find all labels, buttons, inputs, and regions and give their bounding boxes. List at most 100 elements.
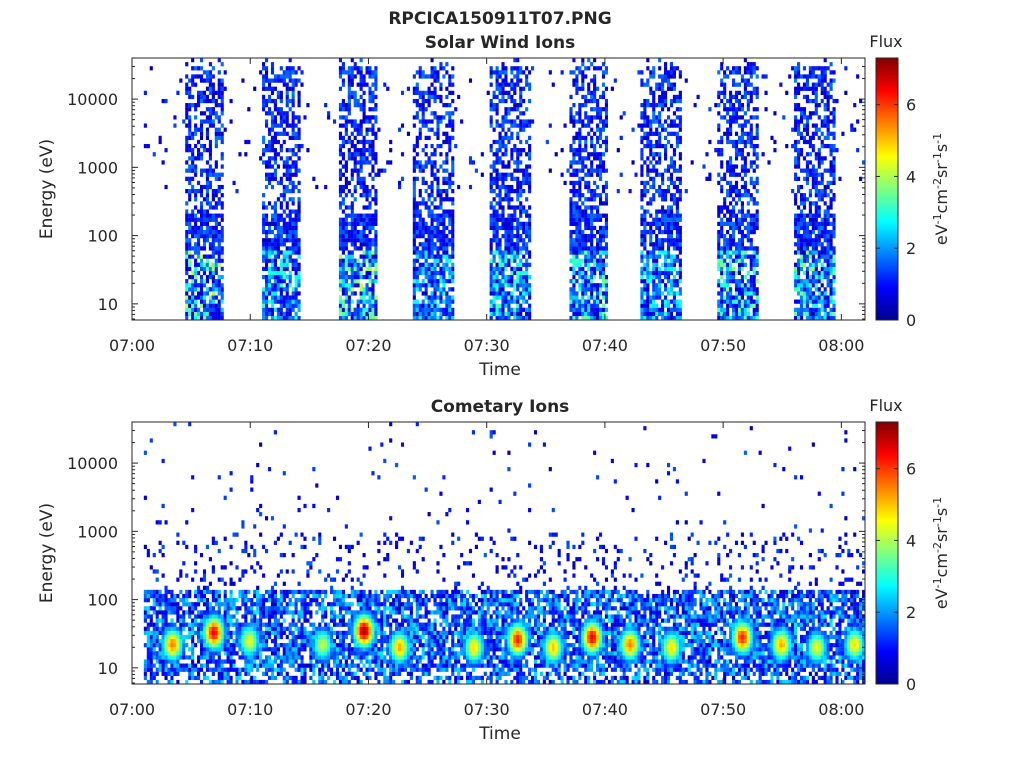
heatmap-cell [291, 82, 295, 87]
heatmap-cell [451, 225, 455, 231]
heatmap-cell [749, 197, 753, 202]
heatmap-cell [820, 229, 824, 235]
heatmap-cell [341, 279, 345, 284]
heatmap-cell [262, 258, 266, 263]
heatmap-cell [525, 119, 529, 124]
heatmap-cell [664, 148, 668, 153]
heatmap-cell [185, 221, 189, 226]
heatmap-cell [371, 70, 375, 75]
heatmap-cell [315, 184, 319, 190]
heatmap-cell [581, 135, 585, 141]
heatmap-cell [755, 213, 759, 218]
heatmap-cell [805, 160, 809, 165]
heatmap-cell [267, 131, 272, 136]
heatmap-cell [205, 287, 209, 292]
heatmap-cell [510, 176, 514, 181]
heatmap-cell [799, 119, 804, 124]
heatmap-cell [601, 139, 606, 145]
heatmap-cell [664, 299, 668, 304]
heatmap-cell [374, 152, 378, 157]
heatmap-cell [371, 299, 375, 304]
heatmap-cell [350, 90, 354, 95]
heatmap-cell [297, 98, 301, 104]
heatmap-cell [208, 172, 212, 177]
heatmap-cell [794, 315, 798, 320]
heatmap-cell [415, 115, 419, 120]
heatmap-cell [743, 225, 747, 231]
heatmap-cell [604, 86, 609, 91]
heatmap-cell [185, 103, 189, 108]
heatmap-cell [433, 315, 437, 320]
heatmap-cell [593, 131, 597, 136]
heatmap-cell [208, 148, 212, 153]
heatmap-cell [439, 98, 443, 104]
heatmap-cell [439, 258, 443, 263]
heatmap-cell [436, 283, 440, 288]
heatmap-cell [498, 82, 502, 87]
heatmap-cell [202, 78, 207, 83]
heatmap-cell [581, 287, 585, 292]
heatmap-cell [427, 94, 431, 100]
heatmap-cell [584, 209, 588, 214]
heatmap-cell [584, 217, 588, 222]
heatmap-cell [729, 123, 733, 128]
heatmap-cell [185, 189, 189, 194]
heatmap-cell [808, 135, 812, 141]
heatmap-cell [794, 197, 798, 202]
heatmap-cell [646, 307, 650, 312]
heatmap-cell [276, 213, 280, 218]
heatmap-cell [808, 152, 812, 157]
heatmap-cell [327, 111, 331, 116]
heatmap-cell [291, 164, 295, 169]
heatmap-cell [442, 307, 446, 312]
heatmap-cell [666, 279, 671, 284]
heatmap-cell [669, 70, 674, 75]
heatmap-cell [217, 229, 221, 235]
heatmap-cell [341, 221, 345, 226]
heatmap-cell [572, 209, 576, 214]
heatmap-cell [220, 250, 224, 255]
heatmap-cell [528, 295, 532, 300]
heatmap-cell [415, 98, 419, 104]
heatmap-cell [421, 217, 425, 222]
heatmap-cell [265, 86, 269, 91]
heatmap-cell [814, 86, 818, 91]
heatmap-cell [501, 180, 505, 186]
heatmap-cell [445, 189, 449, 194]
heatmap-cell [569, 164, 573, 169]
heatmap-cell [811, 299, 815, 304]
heatmap-cell [220, 213, 224, 218]
heatmap-cell [740, 217, 744, 222]
heatmap-cell [746, 315, 750, 320]
heatmap-cell [749, 221, 753, 226]
heatmap-cell [270, 115, 275, 120]
heatmap-cell [368, 250, 372, 255]
heatmap-cell [424, 205, 428, 210]
heatmap-cell [575, 262, 579, 267]
heatmap-cell [344, 213, 348, 218]
heatmap-cell [194, 131, 198, 136]
heatmap-cell [519, 66, 523, 71]
heatmap-cell [640, 168, 644, 173]
heatmap-cell [723, 115, 727, 120]
heatmap-cell [658, 172, 662, 177]
heatmap-cell [752, 303, 756, 308]
heatmap-cell [185, 250, 189, 255]
heatmap-cell [439, 279, 443, 284]
heatmap-cell [188, 143, 192, 149]
heatmap-cell [752, 250, 756, 255]
heatmap-cell [197, 103, 201, 108]
heatmap-cell [199, 119, 204, 124]
heatmap-cell [658, 111, 662, 116]
heatmap-cell [575, 217, 579, 222]
heatmap-cell [528, 164, 532, 169]
heatmap-cell [690, 160, 694, 165]
heatmap-cell [498, 86, 502, 91]
heatmap-cell [596, 115, 600, 120]
heatmap-cell [649, 254, 653, 259]
heatmap-cell [338, 131, 343, 136]
heatmap-cell [797, 246, 801, 251]
panel-title: Solar Wind Ions [425, 33, 576, 53]
heatmap-cell [572, 246, 576, 251]
heatmap-cell [194, 266, 198, 272]
